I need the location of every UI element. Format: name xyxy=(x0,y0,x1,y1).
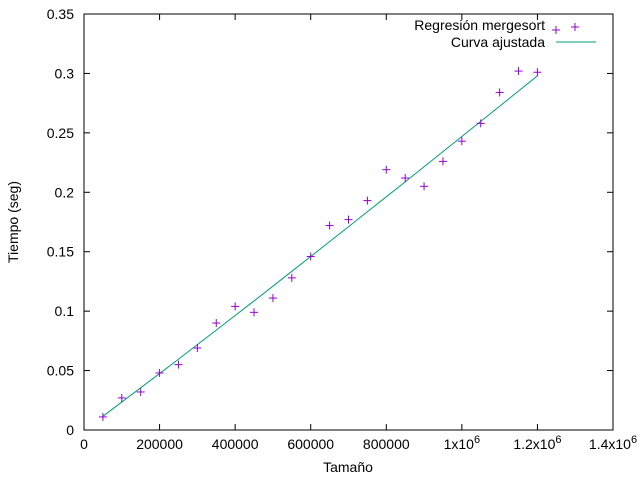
legend-label-points: Regresión mergesort xyxy=(414,17,545,33)
y-axis-label: Tiempo (seg) xyxy=(5,181,21,263)
legend-swatches xyxy=(552,23,596,43)
y-tick-label: 0.05 xyxy=(47,363,74,379)
data-point xyxy=(268,294,277,303)
data-point xyxy=(344,215,353,224)
x-tick-label: 600000 xyxy=(287,436,334,452)
data-point xyxy=(117,393,126,402)
data-point xyxy=(155,368,164,377)
y-tick-label: 0.35 xyxy=(47,6,74,22)
x-axis-label: Tamaño xyxy=(323,459,373,475)
data-point xyxy=(98,412,107,421)
x-tick-label: 1.2x106 xyxy=(513,434,561,452)
data-point xyxy=(420,182,429,191)
y-tick-label: 0.15 xyxy=(47,244,74,260)
legend-point-marker xyxy=(552,26,560,34)
x-tick-label: 800000 xyxy=(363,436,410,452)
data-point xyxy=(306,252,315,261)
data-point xyxy=(193,343,202,352)
x-tick-label: 1x106 xyxy=(444,434,480,452)
fit-line xyxy=(102,75,538,417)
y-tick-label: 0.2 xyxy=(55,184,75,200)
data-point xyxy=(136,387,145,396)
data-point xyxy=(325,221,334,230)
data-point xyxy=(438,157,447,166)
y-tick-label: 0.25 xyxy=(47,125,74,141)
plot-frame xyxy=(83,13,614,431)
x-tick-label: 1.4x106 xyxy=(589,434,637,452)
data-point xyxy=(212,319,221,328)
legend-label-line: Curva ajustada xyxy=(451,34,545,50)
data-point xyxy=(287,273,296,282)
data-point xyxy=(250,308,259,317)
x-tick-label: 0 xyxy=(80,436,88,452)
y-tick-label: 0 xyxy=(66,422,74,438)
y-tick-label: 0.3 xyxy=(55,65,75,81)
data-point xyxy=(457,137,466,146)
data-point xyxy=(363,196,372,205)
y-tick-label: 0.1 xyxy=(55,303,75,319)
x-tick-label: 200000 xyxy=(136,436,183,452)
data-point xyxy=(231,302,240,311)
data-point xyxy=(401,174,410,183)
data-point xyxy=(174,360,183,369)
x-tick-label: 400000 xyxy=(212,436,259,452)
y-axis-ticks: 0 0.05 0.1 0.15 0.2 0.25 0.3 0.35 xyxy=(47,6,613,438)
data-point xyxy=(514,67,523,76)
data-point xyxy=(533,68,542,77)
data-point xyxy=(476,119,485,128)
legend: Regresión mergesort Curva ajustada xyxy=(414,17,596,50)
data-point xyxy=(382,165,391,174)
x-axis-ticks: 0 200000 400000 600000 800000 1x106 1.2x106 1.4… xyxy=(80,14,637,452)
legend-point-marker xyxy=(571,23,579,31)
data-point xyxy=(495,88,504,97)
series-layer xyxy=(98,67,542,421)
